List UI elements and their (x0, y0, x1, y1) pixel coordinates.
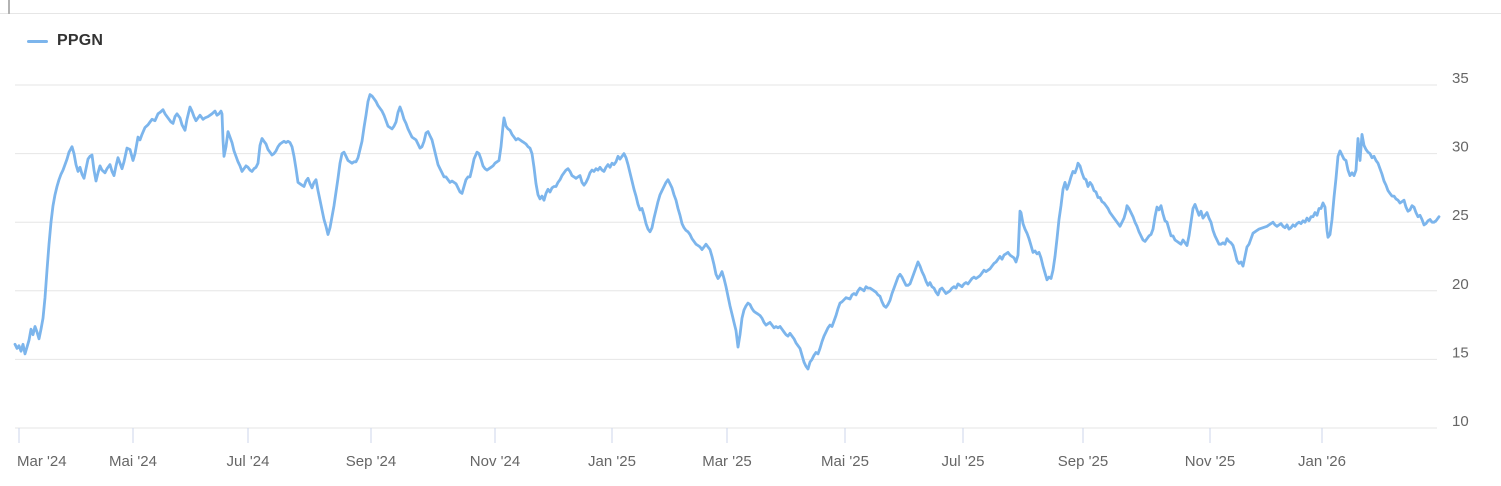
x-axis-label: Nov '25 (1185, 453, 1235, 470)
x-axis-label: Mar '25 (702, 453, 752, 470)
legend-line-swatch (27, 39, 48, 43)
x-axis-labels: Mar '24 Mai '24 Jul '24 Sep '24 Nov '24 Jan '… (17, 453, 1346, 470)
x-axis-label: Sep '25 (1058, 453, 1108, 470)
x-axis-label: Mai '24 (109, 453, 157, 470)
x-axis-label: Jan '26 (1298, 453, 1346, 470)
y-axis-label-10: 10 (1452, 413, 1469, 430)
y-axis-label-15: 15 (1452, 344, 1469, 361)
x-axis-label: Nov '24 (470, 453, 520, 470)
y-axis-label-35: 35 (1452, 70, 1469, 87)
ppgn-series-line[interactable] (13, 93, 1441, 371)
x-axis-label: Mai '25 (821, 453, 869, 470)
x-axis-label: Jul '25 (942, 453, 985, 470)
x-axis-label: Sep '24 (346, 453, 396, 470)
x-axis-label: Jan '25 (588, 453, 636, 470)
y-axis-label-25: 25 (1452, 207, 1469, 224)
x-axis-label: Jul '24 (227, 453, 270, 470)
y-axis-label-20: 20 (1452, 276, 1469, 293)
left-edge-tick (8, 0, 10, 14)
x-axis-label: Mar '24 (17, 453, 67, 470)
top-border (0, 13, 1501, 14)
legend-item-ppgn[interactable]: PPGN (27, 32, 103, 50)
y-axis-label-30: 30 (1452, 139, 1469, 156)
x-axis-ticks (18, 428, 1323, 443)
legend-label: PPGN (57, 32, 104, 49)
y-axis-labels: 35 30 25 20 15 10 (1452, 70, 1469, 430)
